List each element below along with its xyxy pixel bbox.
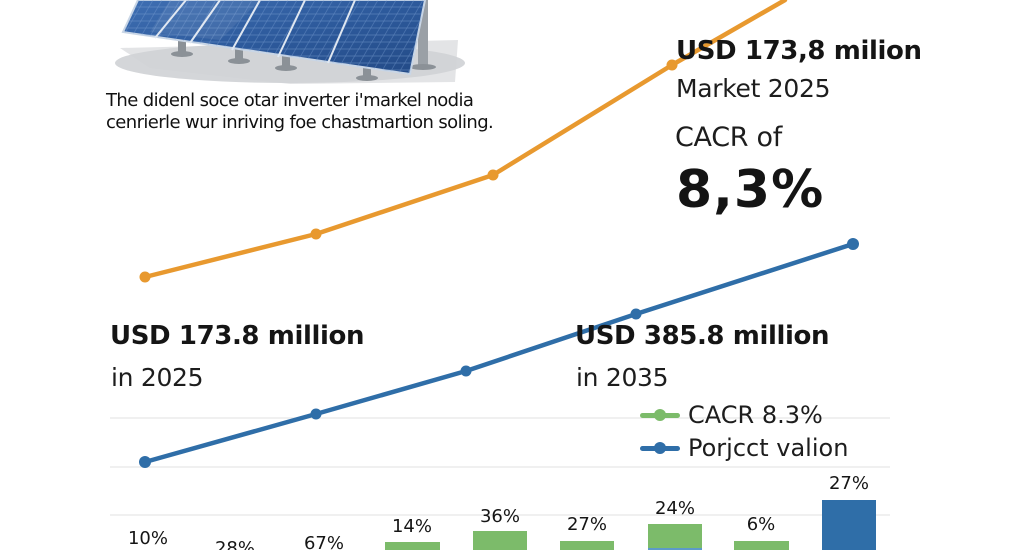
bar-label-5: 36% [479,506,520,527]
green-line-marker-icon [640,409,680,421]
bar-label-9: 27% [828,473,869,494]
legend-label-cagr: CACR 8.3% [688,401,823,429]
legend-item-cagr: CACR 8.3% [640,400,848,430]
gridlines [110,417,890,516]
bar-label-7: 24% [654,498,695,519]
end-value-year: in 2035 [576,363,669,392]
cagr-value: 8,3% [676,160,825,220]
market-year-label: Market 2025 [676,74,831,103]
caption-line-1: The didenl soce otar inverter i'markel n… [106,90,474,111]
bar-label-8: 6% [746,514,776,535]
bar-label-4: 14% [391,516,432,537]
bar-label-2: 28% [214,538,255,550]
bar-label-6: 27% [566,514,607,535]
market-callout: USD 173,8 milion [676,36,922,66]
bar-label-3: 67% [303,533,344,550]
start-value-year: in 2025 [111,363,204,392]
cagr-label: CACR of [675,122,782,153]
bar-series [385,500,876,550]
start-value-title: USD 173.8 million [110,321,365,351]
orange-trend-line [139,0,788,283]
bar-label-1: 10% [127,528,168,549]
caption-line-2: cenrierle wur inriving foe chastmartion … [106,112,494,133]
blue-projection-line [139,238,859,468]
illustration-caption: The didenl soce otar inverter i'markel n… [106,90,506,134]
solar-panel-illustration [115,0,465,84]
end-value-title: USD 385.8 million [575,321,830,351]
chart-legend: CACR 8.3% Porjcct valion [640,400,848,463]
market-size-title: USD 173,8 milion [676,36,922,66]
legend-label-projection: Porjcct valion [688,434,849,462]
legend-item-projection: Porjcct valion [640,433,848,463]
blue-line-marker-icon [640,442,680,454]
